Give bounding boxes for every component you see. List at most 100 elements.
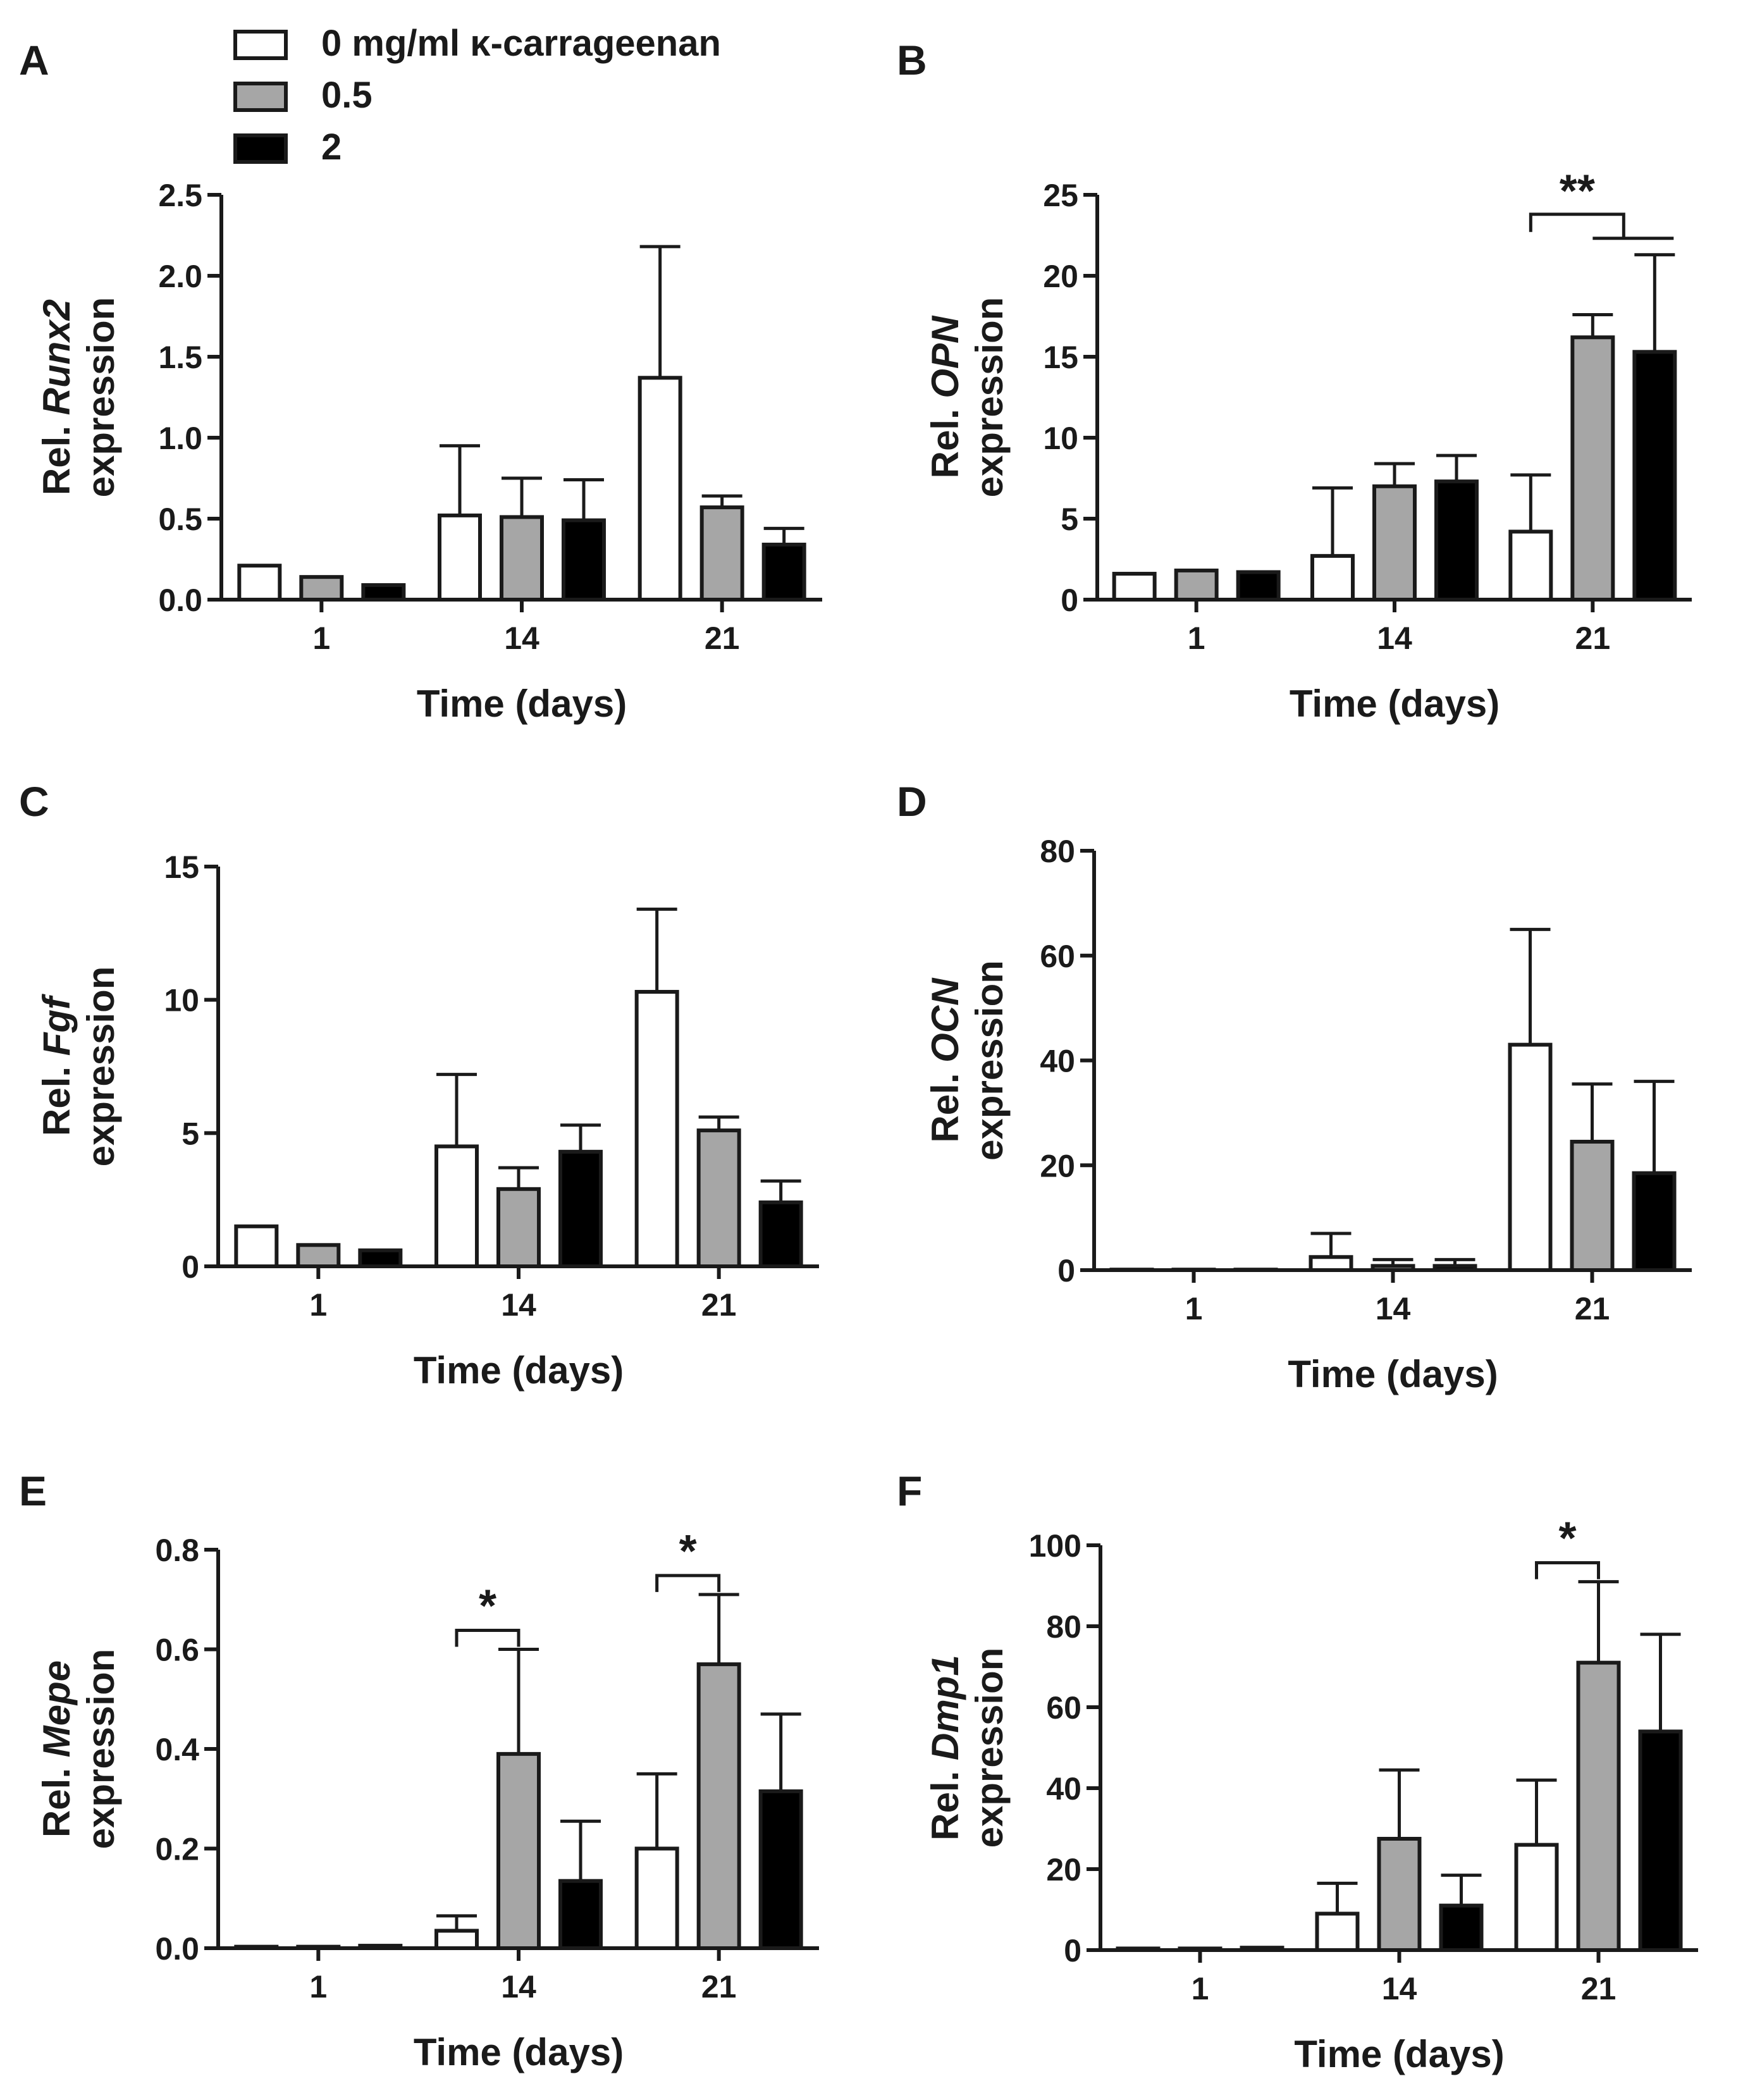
y-tick-label: 2.0	[158, 259, 202, 294]
x-tick-label: 21	[1581, 1971, 1617, 2006]
bar-21-1	[1576, 1660, 1621, 1953]
bar-1-1	[1178, 1946, 1223, 1952]
y-tick-label: 80	[1046, 1609, 1081, 1645]
y-axis-label-line2: expression	[968, 960, 1011, 1161]
bar-21-1	[699, 505, 744, 602]
y-tick-label: 20	[1040, 1148, 1075, 1183]
significance-bracket	[1535, 1561, 1600, 1579]
bar-14-1	[1372, 484, 1417, 602]
legend-label-1: 0.5	[321, 75, 373, 116]
y-axis-label-gene: Mepe	[35, 1660, 78, 1757]
bar-21-0	[637, 376, 682, 602]
y-axis-label: Rel. Mepe	[35, 1660, 78, 1838]
y-tick-label: 25	[1043, 178, 1078, 213]
y-axis-label-prefix: Rel.	[924, 398, 966, 479]
x-tick-label: 1	[309, 1287, 327, 1323]
significance-bracket	[455, 1629, 520, 1647]
significance-label: *	[679, 1526, 697, 1577]
bar-1-1	[299, 575, 344, 602]
bar-14-2	[562, 518, 606, 602]
y-tick-label: 0.6	[155, 1633, 199, 1668]
bar-1-1	[296, 1944, 341, 1950]
y-tick-label: 100	[1029, 1528, 1081, 1564]
significance-bracket	[1529, 213, 1625, 238]
legend-label-0: 0 mg/ml κ-carrageenan	[321, 23, 721, 64]
bar-21-0	[634, 990, 679, 1268]
x-tick-label: 21	[1575, 621, 1611, 656]
bar-14-2	[558, 1879, 603, 1950]
bar-1-1	[296, 1243, 341, 1268]
y-tick-label: 0	[1057, 1253, 1075, 1288]
panel-f: F 0 20 40 60 80 100 Rel. Dmp1 expression 1 14 21 Tim…	[897, 1467, 1698, 2075]
x-tick-label: 21	[1575, 1291, 1610, 1326]
x-axis-label: Time (days)	[414, 1349, 624, 1392]
y-tick-label: 10	[164, 983, 199, 1018]
bar-21-2	[758, 1789, 803, 1950]
x-tick-label: 21	[701, 1969, 737, 2004]
bar-14-1	[496, 1751, 541, 1950]
legend: 0 mg/ml κ-carrageenan 0.5 2	[233, 23, 721, 168]
y-axis-label: Rel. Dmp1	[924, 1655, 966, 1840]
y-tick-label: 0.5	[158, 502, 202, 537]
bar-21-0	[1514, 1843, 1559, 1953]
x-axis-label: Time (days)	[1290, 682, 1500, 725]
bar-1-1	[1174, 568, 1219, 602]
x-tick-label: 21	[701, 1287, 737, 1323]
bar-1-0	[237, 564, 282, 602]
panel-b: B 0 5 10 15 20 25 Rel. OPN expression 1 14 21 Time (…	[897, 37, 1692, 725]
y-tick-label: 60	[1040, 939, 1075, 974]
x-tick-label: 1	[1185, 1291, 1203, 1326]
x-tick-label: 1	[1188, 621, 1205, 656]
bar-14-2	[1432, 1264, 1477, 1272]
bar-14-0	[438, 513, 482, 602]
bar-21-0	[1508, 1042, 1553, 1272]
panel-letter: E	[19, 1467, 47, 1514]
bar-14-0	[1310, 553, 1355, 602]
legend-swatch-1	[233, 82, 288, 112]
bar-14-2	[1434, 479, 1479, 602]
x-axis-label: Time (days)	[414, 2031, 624, 2073]
bar-14-1	[500, 515, 544, 602]
y-tick-label: 15	[1043, 340, 1078, 375]
x-tick-label: 14	[1382, 1971, 1417, 2006]
y-axis-label-gene: Runx2	[35, 299, 78, 415]
y-tick-label: 60	[1046, 1690, 1081, 1726]
bar-14-0	[1309, 1255, 1353, 1272]
legend-swatch-2	[233, 133, 288, 164]
y-axis-label: Rel. OPN	[924, 315, 966, 478]
bar-21-1	[696, 1128, 741, 1268]
bar-14-0	[1315, 1912, 1360, 1952]
bar-1-2	[358, 1944, 403, 1950]
x-axis-label: Time (days)	[1288, 1353, 1498, 1395]
y-axis-label-line2: expression	[80, 1649, 122, 1850]
significance-bracket	[655, 1574, 721, 1592]
panel-letter: C	[19, 778, 49, 825]
x-axis-label: Time (days)	[417, 682, 627, 725]
significance-label: **	[1560, 166, 1595, 217]
bar-21-2	[758, 1200, 803, 1269]
bar-21-0	[634, 1846, 679, 1950]
y-axis-label: Rel. OCN	[924, 977, 966, 1143]
y-tick-label: 10	[1043, 421, 1078, 456]
y-tick-label: 2.5	[158, 178, 202, 213]
bar-21-1	[1570, 1139, 1615, 1273]
y-tick-label: 20	[1043, 259, 1078, 294]
bar-14-0	[434, 1144, 479, 1269]
panel-c: C 0 5 10 15 Rel. Fgf expression 1 14 21 Time (days…	[19, 778, 819, 1392]
y-tick-label: 0.4	[155, 1732, 199, 1767]
bar-21-2	[1638, 1729, 1683, 1952]
y-tick-label: 0.0	[155, 1931, 199, 1967]
x-axis-label: Time (days)	[1294, 2033, 1504, 2075]
bar-1-2	[1236, 570, 1281, 602]
y-tick-label: 0	[1061, 583, 1078, 618]
y-tick-label: 80	[1040, 834, 1075, 869]
x-tick-label: 1	[312, 621, 330, 656]
bar-14-2	[1439, 1903, 1484, 1953]
significance-label: *	[1558, 1514, 1576, 1564]
y-axis-label-prefix: Rel.	[35, 415, 78, 495]
bar-21-2	[761, 542, 806, 602]
bar-21-2	[1632, 350, 1677, 602]
bar-21-1	[1570, 335, 1615, 602]
